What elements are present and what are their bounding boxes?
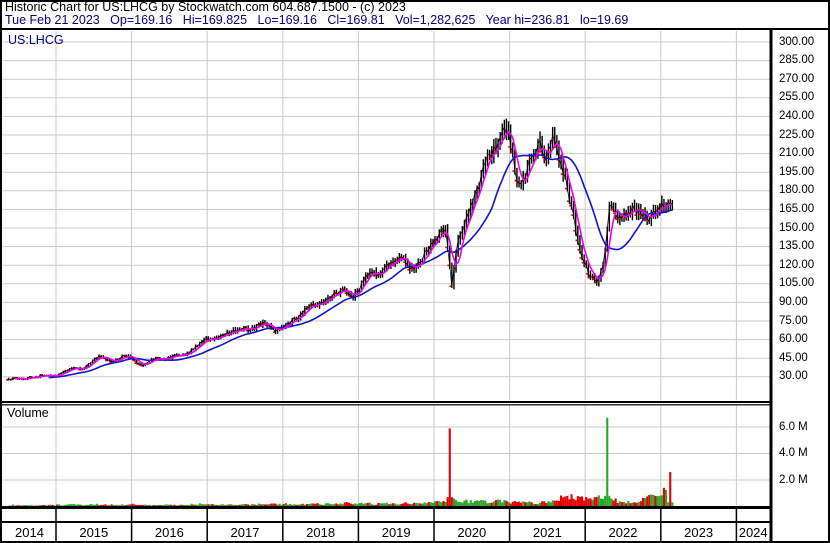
- year-label: 2014: [15, 525, 44, 540]
- price-axis-label: 90.00: [779, 295, 808, 308]
- price-axis-label: 285.00: [779, 54, 815, 67]
- price-axis-label: 300.00: [779, 35, 815, 48]
- price-axis-label: 240.00: [779, 109, 815, 122]
- price-axis-label: 120.00: [779, 258, 815, 271]
- price-axis-label: 225.00: [779, 128, 815, 141]
- year-label: 2017: [230, 525, 260, 540]
- year-label: 2020: [457, 525, 487, 540]
- volume-panel-label: Volume: [7, 406, 49, 420]
- year-label: 2018: [306, 525, 336, 540]
- price-axis-label: 150.00: [779, 221, 815, 234]
- year-label: 2022: [608, 525, 638, 540]
- price-axis-label: 180.00: [779, 184, 815, 197]
- price-axis-label: 195.00: [779, 165, 815, 178]
- volume-axis-label: 2.0 M: [779, 473, 808, 486]
- symbol-label: US:LHCG: [8, 33, 64, 47]
- year-label: 2024: [738, 525, 768, 540]
- header-title: Historic Chart for US:LHCG by Stockwatch…: [5, 0, 406, 14]
- price-axis-label: 165.00: [779, 202, 815, 215]
- price-axis-label: 45.00: [779, 351, 808, 364]
- price-axis-label: 210.00: [779, 147, 815, 160]
- volume-axis-label: 6.0 M: [779, 420, 808, 433]
- year-label: 2019: [381, 525, 411, 540]
- year-label: 2021: [532, 525, 562, 540]
- price-axis-label: 270.00: [779, 72, 815, 85]
- volume-axis-label: 4.0 M: [779, 447, 808, 459]
- year-label: 2016: [154, 525, 184, 540]
- price-axis-label: 30.00: [779, 370, 808, 383]
- price-axis-label: 105.00: [779, 277, 815, 290]
- year-label: 2015: [79, 525, 109, 540]
- year-label: 2023: [684, 525, 714, 540]
- price-axis-label: 75.00: [779, 314, 808, 327]
- header-quote-line: Tue Feb 21 2023 Op=169.16 Hi=169.825 Lo=…: [5, 13, 629, 27]
- price-axis-label: 255.00: [779, 91, 815, 104]
- price-axis-label: 135.00: [779, 240, 815, 253]
- price-axis-label: 60.00: [779, 333, 808, 346]
